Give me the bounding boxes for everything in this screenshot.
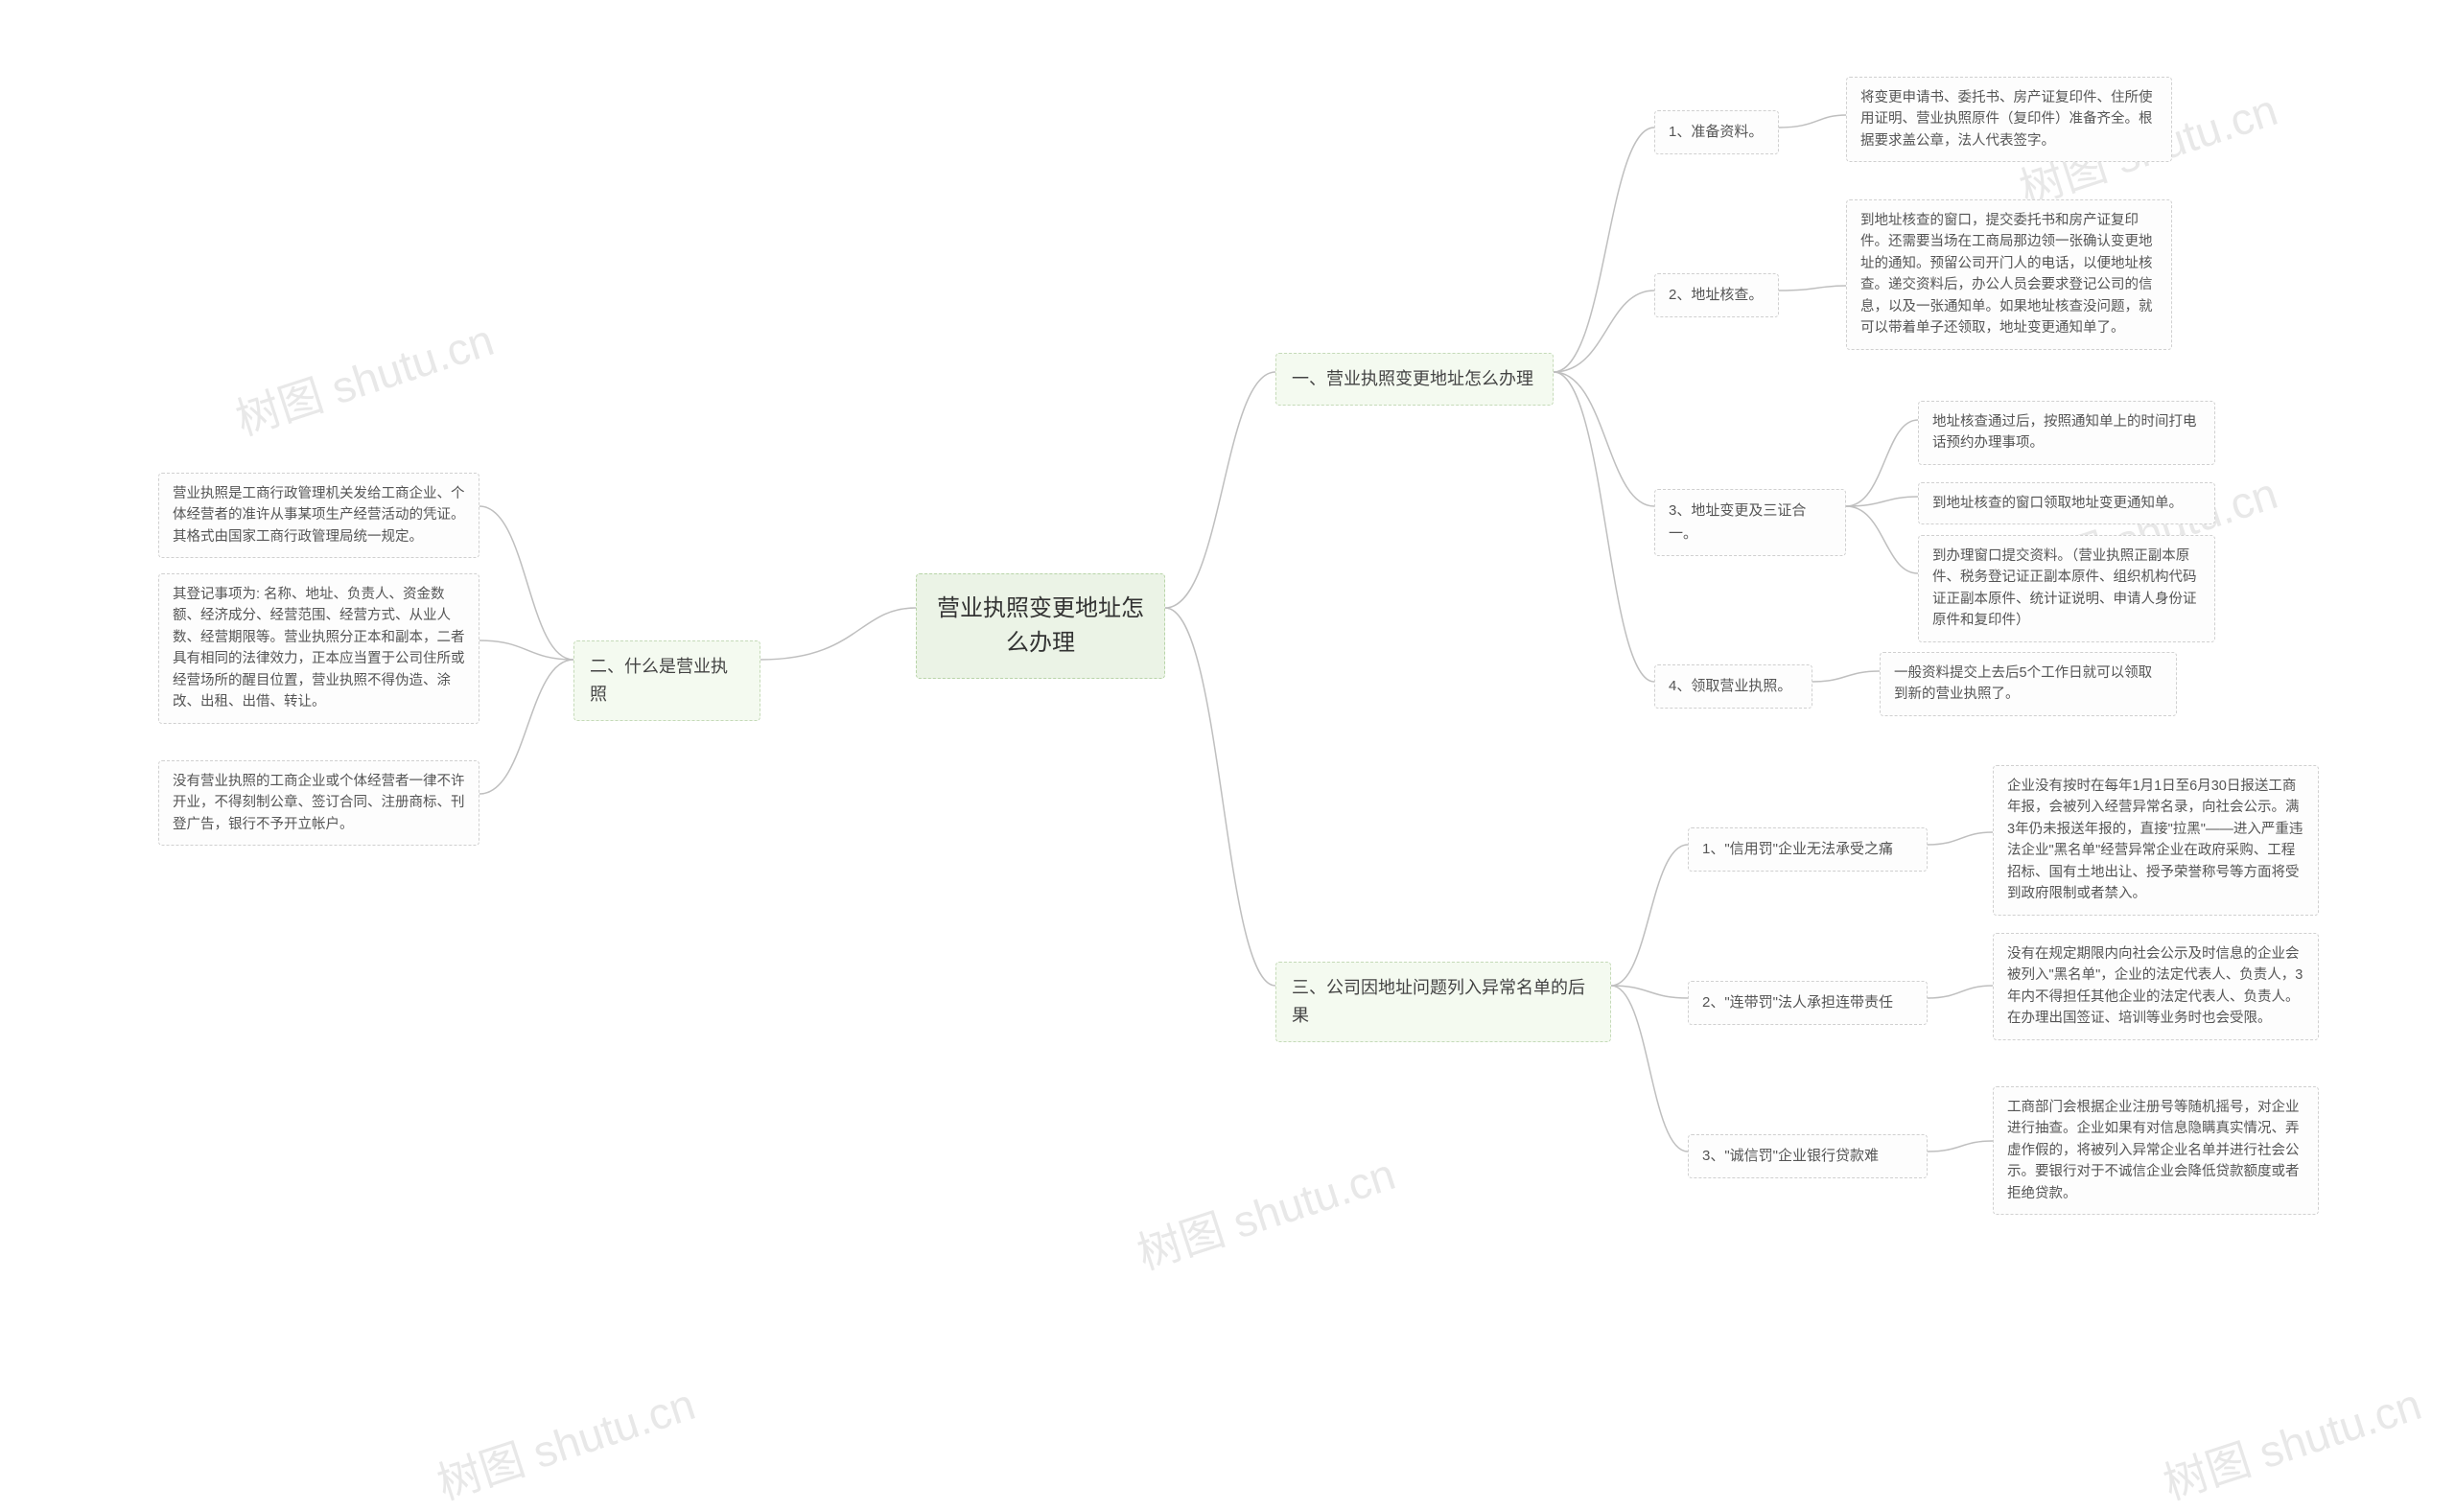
branch-r1-detail-3c: 到办理窗口提交资料。（营业执照正副本原件、税务登记证正副本原件、组织机构代码证正… [1918,535,2215,642]
branch-r2-detail-2: 没有在规定期限内向社会公示及时信息的企业会被列入"黑名单"，企业的法定代表人、负… [1993,933,2319,1040]
watermark: 树图 shutu.cn [2155,1370,2428,1512]
branch-r2-leaf-1: 1、"信用罚"企业无法承受之痛 [1688,827,1928,872]
branch-left-detail-3: 没有营业执照的工商企业或个体经营者一律不许开业，不得刻制公章、签订合同、注册商标… [158,760,479,846]
watermark: 树图 shutu.cn [429,1370,702,1512]
watermark: 树图 shutu.cn [1129,1140,1402,1283]
branch-left-detail-2: 其登记事项为: 名称、地址、负责人、资金数额、经济成分、经营范围、经营方式、从业… [158,573,479,724]
branch-r1-detail-3a: 地址核查通过后，按照通知单上的时间打电话预约办理事项。 [1918,401,2215,465]
watermark: 树图 shutu.cn [227,306,501,449]
branch-r1-detail-2: 到地址核查的窗口，提交委托书和房产证复印件。还需要当场在工商局那边领一张确认变更… [1846,199,2172,350]
branch-left: 二、什么是营业执照 [573,640,760,721]
branch-r1-leaf-2: 2、地址核查。 [1654,273,1779,317]
branch-r1-leaf-4: 4、领取营业执照。 [1654,664,1812,709]
branch-r2-detail-3: 工商部门会根据企业注册号等随机摇号，对企业进行抽查。企业如果有对信息隐瞒真实情况… [1993,1086,2319,1215]
branch-right-1: 一、营业执照变更地址怎么办理 [1275,353,1554,406]
branch-r2-leaf-2: 2、"连带罚"法人承担连带责任 [1688,981,1928,1025]
branch-r1-detail-3b: 到地址核查的窗口领取地址变更通知单。 [1918,482,2215,524]
mindmap-center: 营业执照变更地址怎么办理 [916,573,1165,679]
branch-r1-detail-1: 将变更申请书、委托书、房产证复印件、住所使用证明、营业执照原件（复印件）准备齐全… [1846,77,2172,162]
branch-r2-detail-1: 企业没有按时在每年1月1日至6月30日报送工商年报，会被列入经营异常名录，向社会… [1993,765,2319,916]
branch-right-2: 三、公司因地址问题列入异常名单的后果 [1275,962,1611,1042]
branch-left-detail-1: 营业执照是工商行政管理机关发给工商企业、个体经营者的准许从事某项生产经营活动的凭… [158,473,479,558]
branch-r1-leaf-3: 3、地址变更及三证合一。 [1654,489,1846,556]
branch-r2-leaf-3: 3、"诚信罚"企业银行贷款难 [1688,1134,1928,1178]
branch-r1-detail-4: 一般资料提交上去后5个工作日就可以领取到新的营业执照了。 [1880,652,2177,716]
branch-r1-leaf-1: 1、准备资料。 [1654,110,1779,154]
